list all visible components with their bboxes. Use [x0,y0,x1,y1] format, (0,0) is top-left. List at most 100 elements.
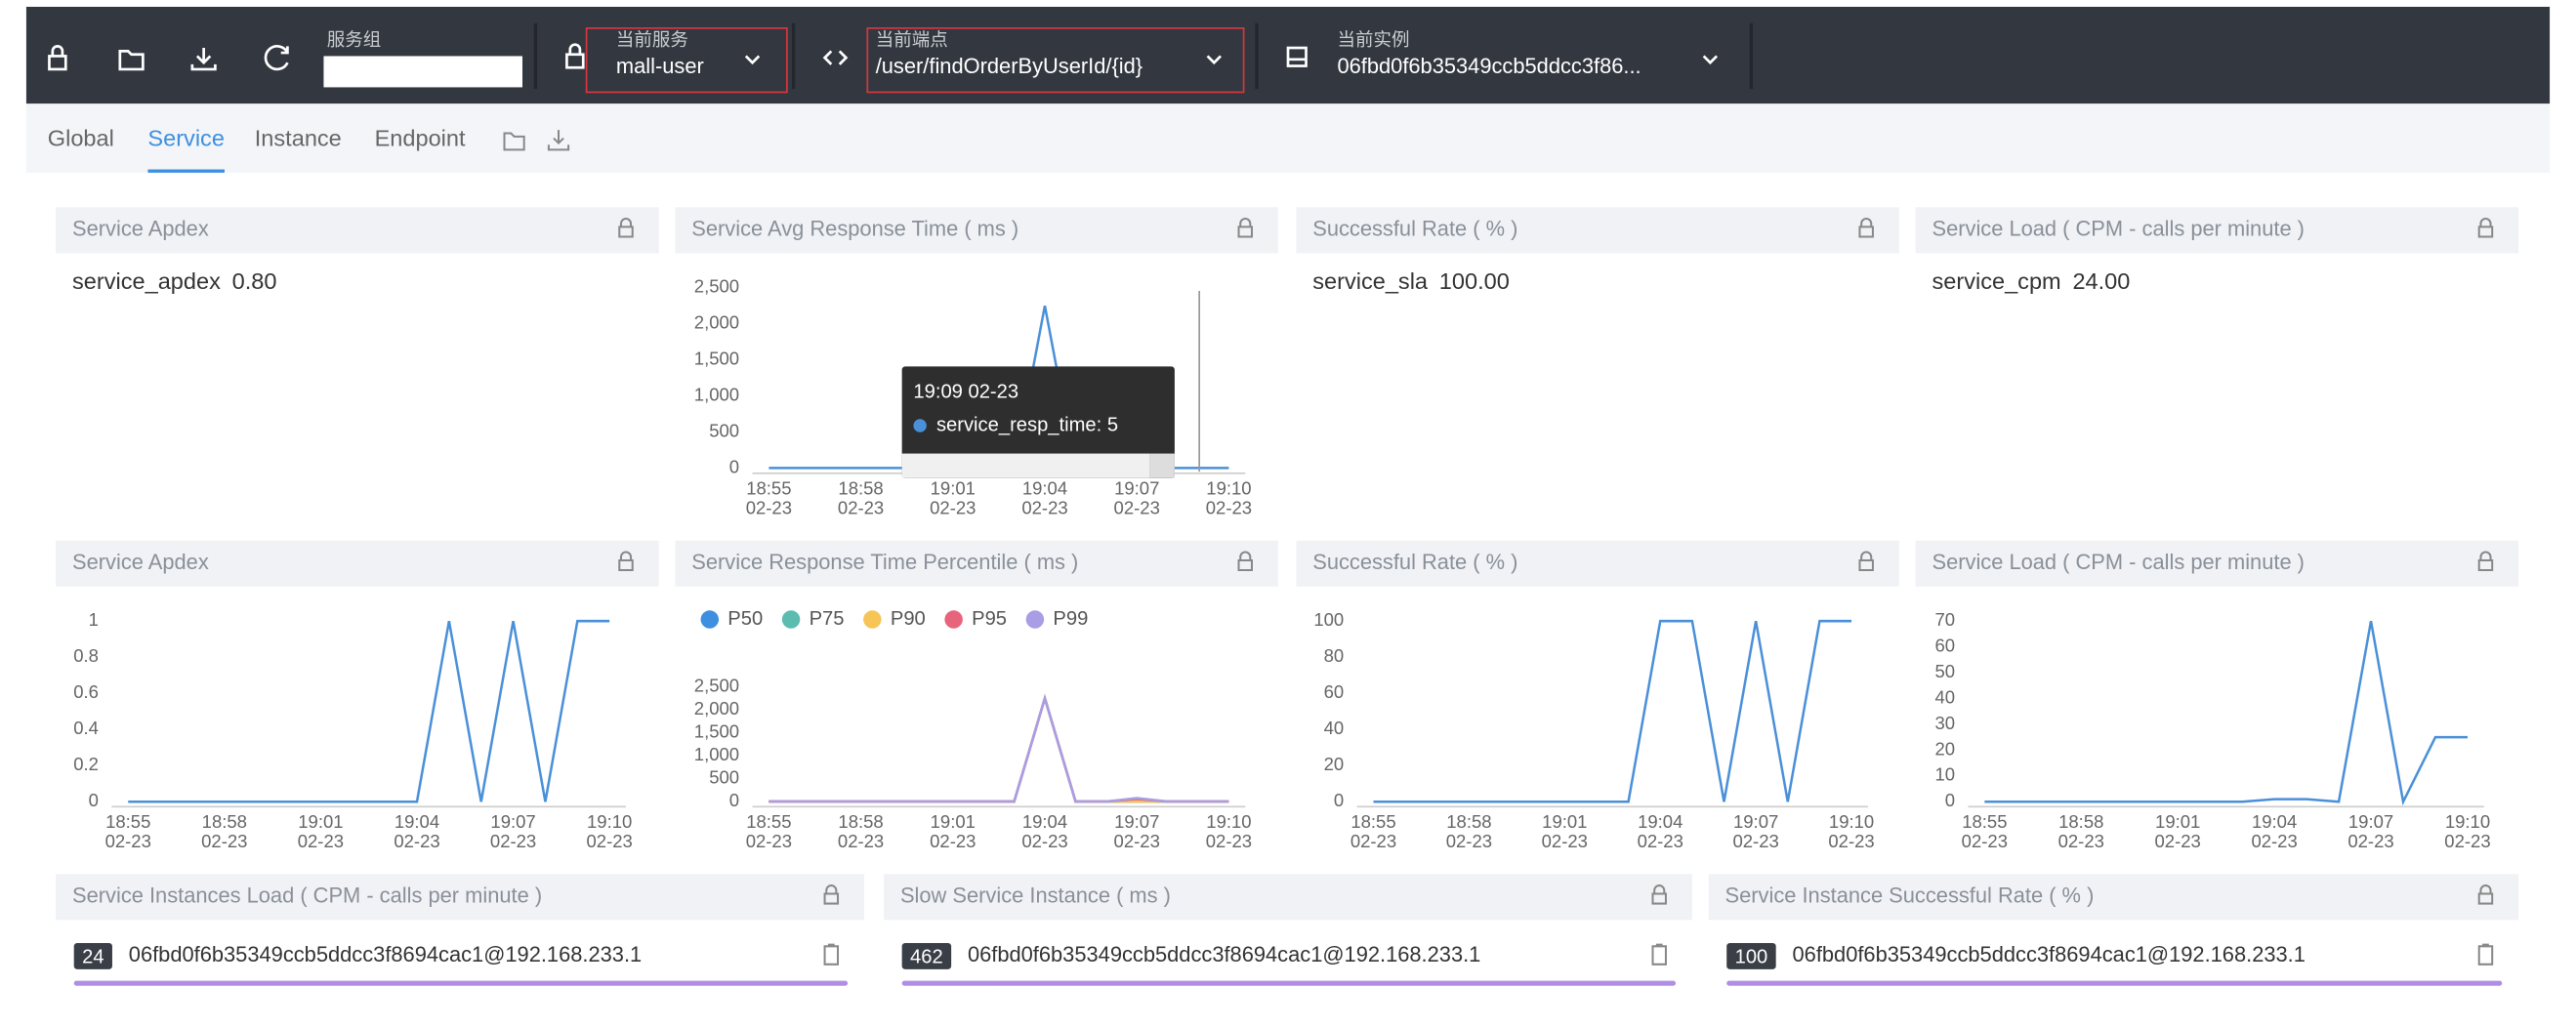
tab[interactable]: Service [147,125,225,150]
copy-icon[interactable] [2477,943,2494,965]
legend-label[interactable]: P90 [891,608,926,630]
y-tick-label: 100 [1313,609,1344,630]
lock-icon[interactable] [1237,551,1253,572]
value-bar [73,980,849,986]
service-label: 当前服务 [616,29,688,50]
folder-icon[interactable] [118,50,145,71]
panel-header [1296,207,1899,254]
group-input[interactable] [323,56,523,88]
y-tick-label: 0 [1945,790,1955,810]
line-series [769,693,1229,803]
y-tick-label: 0.6 [73,681,99,702]
y-tick-label: 60 [1324,681,1345,702]
y-tick-label: 1 [89,609,99,630]
panel-header [884,874,1692,921]
panel-header [56,540,659,587]
legend-label[interactable]: P75 [810,608,845,630]
group-label: 服务组 [327,29,382,50]
y-tick-label: 2,500 [694,276,739,297]
line-series [769,693,1229,803]
x-tick-label: 19:04 [1022,477,1067,498]
endpoint-select[interactable] [866,27,1245,94]
y-tick-label: 1,000 [694,385,739,405]
x-tick-date: 02-23 [105,831,151,851]
x-tick-date: 02-23 [2347,831,2393,851]
lock-icon[interactable] [1237,218,1253,238]
x-tick-label: 19:01 [298,811,343,832]
instance-value: 06fbd0f6b35349ccb5ddcc3f86... [1337,54,1641,78]
x-tick-date: 02-23 [2058,831,2104,851]
tooltip-scroll [901,453,1150,478]
x-tick-label: 18:58 [2058,811,2103,832]
y-tick-label: 2,500 [694,675,739,695]
x-tick-date: 02-23 [1638,831,1683,851]
lock-icon[interactable] [618,551,634,572]
panel-title: Service Apdex [72,217,209,241]
panel-header [1708,874,2519,921]
y-tick-label: 500 [709,421,739,441]
value-bar [901,980,1677,986]
y-tick-label: 0 [89,790,99,810]
x-tick-label: 19:01 [931,477,976,498]
x-tick-label: 19:10 [2445,811,2490,832]
legend-dot [781,610,801,629]
refresh-icon[interactable] [264,45,289,71]
panel-title: Service Instances Load ( CPM - calls per… [72,883,542,908]
tooltip-dot [913,419,927,432]
y-tick-label: 2,000 [694,312,739,333]
copy-icon[interactable] [1651,943,1667,965]
tab[interactable]: Endpoint [375,125,466,150]
x-tick-date: 02-23 [1828,831,1874,851]
service-select[interactable] [585,27,788,94]
y-tick-label: 70 [1934,609,1955,630]
x-tick-label: 19:07 [490,811,535,832]
tab-bar [25,103,2551,173]
x-tick-date: 02-23 [1732,831,1778,851]
tab-download-icon[interactable] [547,130,570,151]
line-series [128,619,610,803]
lock-icon[interactable] [1858,218,1874,238]
instance-name: 06fbd0f6b35349ccb5ddcc3f8694cac1@192.168… [129,942,642,966]
x-tick-date: 02-23 [394,831,439,851]
x-tick-date: 02-23 [1446,831,1492,851]
lock-icon[interactable] [823,884,840,905]
tooltip-scroll [1149,453,1175,478]
lock-icon[interactable] [618,218,634,238]
x-tick-date: 02-23 [298,831,344,851]
endpoint-icon [822,50,849,65]
y-tick-label: 0 [1334,790,1344,810]
x-tick-date: 02-23 [2444,831,2490,851]
legend-label[interactable]: P95 [972,608,1007,630]
legend-dot [944,610,963,629]
x-tick-date: 02-23 [838,498,884,518]
dividers [533,22,1754,90]
legend-dot [863,610,882,629]
panel-title: Service Apdex [72,550,209,574]
lock-icon[interactable] [2477,218,2494,238]
lock-icon[interactable] [48,45,67,71]
legend-label[interactable]: P50 [727,608,763,630]
x-tick-label: 19:07 [1114,477,1159,498]
lock-icon[interactable] [1651,884,1667,905]
x-tick-label: 18:58 [838,477,883,498]
y-tick-label: 10 [1934,764,1955,785]
badge [1726,942,1776,969]
instance-name: 06fbd0f6b35349ccb5ddcc3f8694cac1@192.168… [1793,942,2306,966]
y-tick-label: 0 [729,790,739,810]
legend-label[interactable]: P99 [1053,608,1088,630]
tab[interactable]: Instance [255,125,342,150]
panel-header [56,207,659,254]
x-tick-date: 02-23 [1021,498,1067,518]
tab-folder-icon[interactable] [503,132,525,151]
copy-icon[interactable] [823,943,840,965]
y-tick-label: 500 [709,767,739,788]
x-tick-label: 18:55 [746,477,791,498]
panel-title: Service Instance Successful Rate ( % ) [1725,883,2095,908]
download-icon[interactable] [190,48,217,71]
lock-icon[interactable] [2477,551,2494,572]
lock-icon[interactable] [2477,884,2494,905]
lock-icon[interactable] [1858,551,1874,572]
x-tick-date: 02-23 [201,831,247,851]
tab[interactable]: Global [48,125,114,150]
